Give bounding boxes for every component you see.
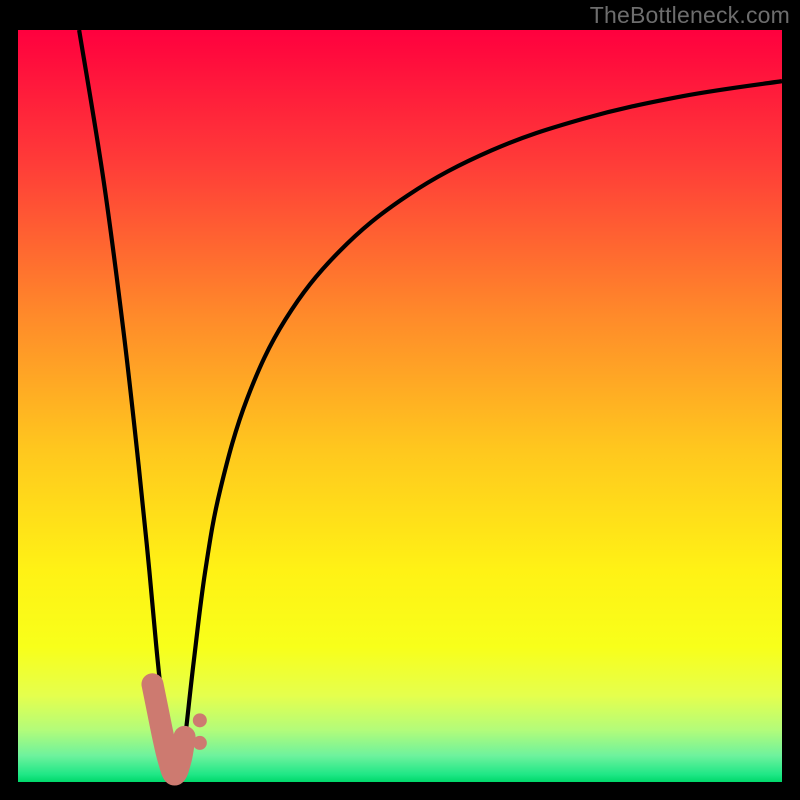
bottleneck-chart — [0, 0, 800, 800]
chart-root: TheBottleneck.com — [0, 0, 800, 800]
marker-dot — [193, 713, 207, 727]
watermark-text: TheBottleneck.com — [590, 2, 790, 29]
marker-dot — [193, 736, 207, 750]
